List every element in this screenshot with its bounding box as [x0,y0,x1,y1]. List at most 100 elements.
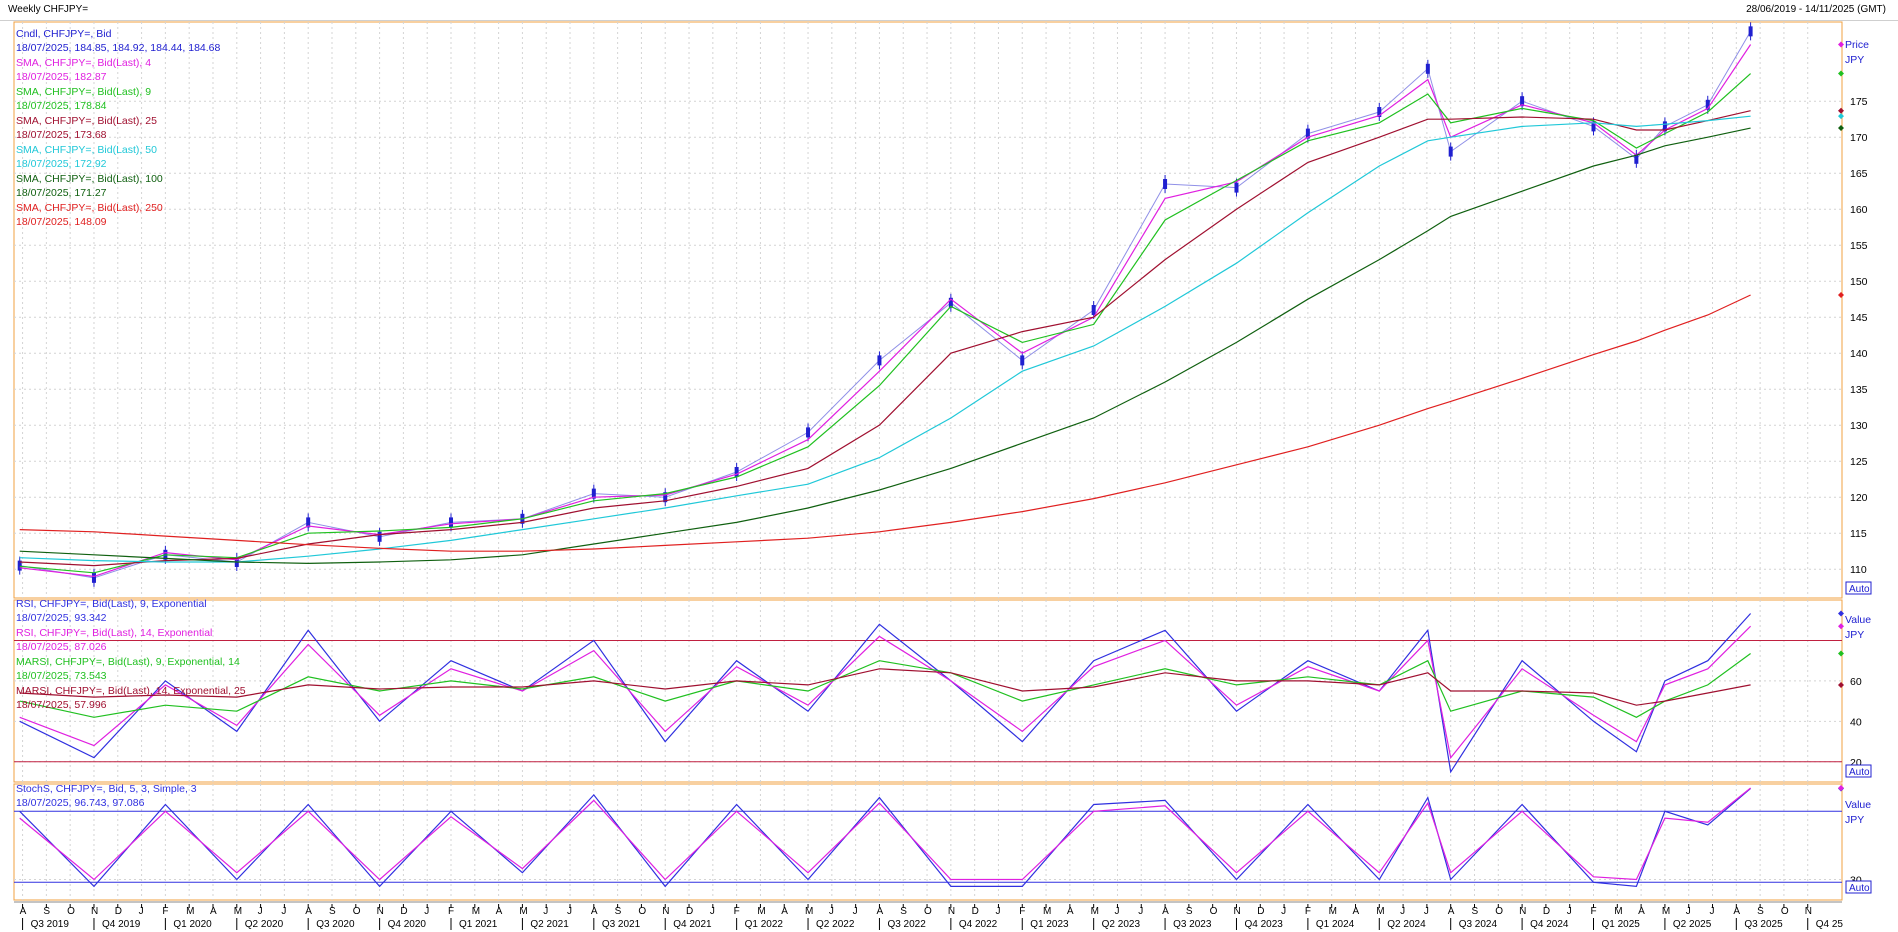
y-tick-label: 155 [1850,240,1868,252]
quarter-tick-label: Q4 2021 [673,919,712,930]
y-tick-label: 125 [1850,456,1868,468]
month-tick-label: M [1329,906,1337,917]
series-end-marker [1838,650,1844,657]
stoch-legend-value-0: 18/07/2025, 96.743, 97.086 [16,797,145,809]
series-end-marker [1838,107,1844,114]
y-tick-label: 145 [1850,312,1868,324]
window-titlebar: Weekly CHFJPY= 28/06/2019 - 14/11/2025 (… [0,0,1898,21]
month-tick-label: N [662,906,669,917]
quarter-tick-label: Q2 2024 [1387,919,1426,930]
month-tick-label: F [448,906,454,917]
y-tick-label: 60 [1850,676,1862,688]
stoch-legend: StochS, CHFJPY=, Bid, 5, 3, Simple, 3 18… [16,783,197,809]
quarter-tick-label: Q1 2021 [459,919,498,930]
y-tick-label: 130 [1850,420,1868,432]
y-tick-label: 165 [1850,168,1868,180]
month-tick-label: S [43,906,50,917]
month-tick-label: S [1757,906,1764,917]
quarter-tick-label: Q1 2023 [1030,919,1069,930]
month-tick-label: M [186,906,194,917]
month-tick-label: O [353,906,361,917]
rsi-auto-label: Auto [1849,767,1870,778]
quarter-tick-label: Q4 2023 [1244,919,1283,930]
series-end-marker [1838,784,1844,791]
month-tick-label: O [1781,906,1789,917]
panel-frame [13,599,1843,783]
month-tick-label: S [1186,906,1193,917]
month-tick-label: O [1210,906,1218,917]
month-tick-label: S [329,906,336,917]
month-tick-label: N [377,906,384,917]
rsi-legend-label-2: MARSI, CHFJPY=, Bid(Last), 9, Exponentia… [16,656,240,668]
month-tick-label: A [1638,906,1645,917]
series-line [19,613,1752,774]
price-legend-value-0: 18/07/2025, 184.85, 184.92, 184.44, 184.… [16,42,221,54]
price-legend: Cndl, CHFJPY=, Bid 18/07/2025, 184.85, 1… [16,28,221,228]
month-tick-label: J [1710,906,1715,917]
price-legend-value-4: 18/07/2025, 172.92 [16,158,107,170]
chart-canvas[interactable]: 110 115 120 125 130 135 140 145 150 155 160 165 170 1… [0,20,1898,932]
month-tick-label: D [115,906,122,917]
month-tick-label: A [210,906,217,917]
y-tick-label: 175 [1850,96,1868,108]
grid-lines [14,22,1842,900]
panel-frame [13,783,1843,901]
quarter-tick-label: Q4 2024 [1530,919,1569,930]
month-tick-label: J [1567,906,1572,917]
stoch-axis-title: Value [1845,799,1871,811]
month-tick-label: J [1686,906,1691,917]
quarter-tick-label: Q2 2022 [816,919,855,930]
y-tick-label: 20 [1850,757,1862,769]
month-tick-label: J [1114,906,1119,917]
stoch-legend-label-0: StochS, CHFJPY=, Bid, 5, 3, Simple, 3 [16,783,197,795]
quarter-tick-label: Q3 2024 [1459,919,1498,930]
price-auto-button[interactable]: Auto [1845,581,1872,595]
price-legend-value-2: 18/07/2025, 178.84 [16,100,107,112]
stoch-auto-button[interactable]: Auto [1845,880,1872,894]
month-tick-label: A [876,906,883,917]
series-end-marker [1838,291,1844,298]
series-line [19,44,1752,578]
month-tick-label: F [1305,906,1311,917]
month-tick-label: S [615,906,622,917]
price-legend-value-5: 18/07/2025, 171.27 [16,187,107,199]
month-tick-label: A [496,906,503,917]
y-tick-label: 115 [1850,528,1867,540]
month-tick-label: A [305,906,312,917]
month-tick-label: J [424,906,429,917]
month-tick-label: N [948,906,955,917]
quarter-tick-label: Q3 2023 [1173,919,1212,930]
quarter-tick-label: Q3 2022 [887,919,926,930]
series-end-marker [1838,125,1844,132]
series-layer [14,22,1844,888]
quarter-tick-label: Q2 2023 [1102,919,1141,930]
month-tick-label: F [1019,906,1025,917]
quarter-tick-label: Q2 2020 [245,919,284,930]
quarter-tick-label: Q3 2025 [1744,919,1783,930]
panel-frame [13,21,1843,599]
month-tick-label: F [1591,906,1597,917]
series-end-marker [1838,70,1844,77]
price-legend-value-6: 18/07/2025, 148.09 [16,216,107,228]
month-tick-label: A [1067,906,1074,917]
quarter-tick-label: Q1 2022 [745,919,784,930]
month-tick-label: D [400,906,407,917]
month-tick-label: M [1376,906,1384,917]
quarter-tick-label: Q4 25 [1816,919,1844,930]
month-tick-label: F [734,906,740,917]
series-end-marker [1838,113,1844,120]
month-tick-label: J [1400,906,1405,917]
series-end-marker [1838,610,1844,617]
rsi-legend-value-3: 18/07/2025, 57.996 [16,699,107,711]
month-tick-label: A [1448,906,1455,917]
rsi-auto-button[interactable]: Auto [1845,764,1872,778]
month-tick-label: J [258,906,263,917]
rsi-axis-unit: JPY [1845,629,1864,641]
month-tick-label: F [162,906,168,917]
month-tick-label: D [1543,906,1550,917]
quarter-tick-label: Q1 2024 [1316,919,1355,930]
series-end-marker [1838,41,1844,48]
month-tick-label: A [591,906,598,917]
month-tick-label: M [234,906,242,917]
y-tick-label: 135 [1850,384,1868,396]
